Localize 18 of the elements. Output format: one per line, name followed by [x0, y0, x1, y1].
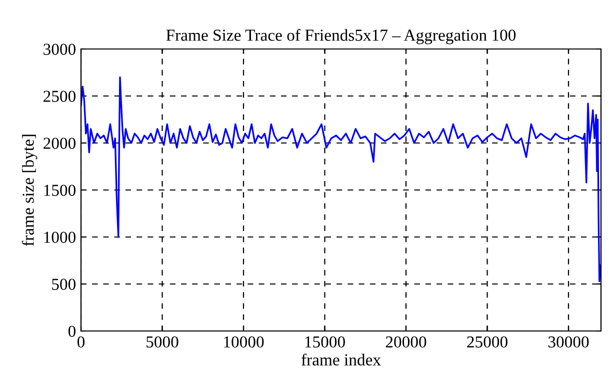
- x-tick-label: 15000: [305, 336, 345, 348]
- y-tick-label: 500: [52, 278, 76, 290]
- x-tick-label: 5000: [146, 336, 178, 348]
- y-tick-label: 2500: [44, 90, 76, 102]
- y-tick-label: 0: [68, 326, 76, 337]
- y-tick-label: 2000: [44, 138, 76, 149]
- line-series: [81, 76, 601, 282]
- x-tick-label: 20000: [386, 336, 426, 348]
- x-tick-label: 0: [77, 336, 85, 348]
- x-tick-label: 10000: [224, 336, 264, 348]
- y-tick-label: 3000: [44, 44, 76, 55]
- y-tick-label: 1000: [44, 232, 76, 243]
- x-axis-title: frame index: [301, 354, 381, 366]
- x-tick-label: 25000: [467, 336, 508, 348]
- y-tick-label: 1500: [44, 184, 76, 196]
- chart-title: Frame Size Trace of Friends5x17 – Aggregation 100: [166, 28, 516, 44]
- x-tick-label: 30000: [548, 336, 589, 348]
- y-axis-title: frame size [byte]: [22, 134, 38, 246]
